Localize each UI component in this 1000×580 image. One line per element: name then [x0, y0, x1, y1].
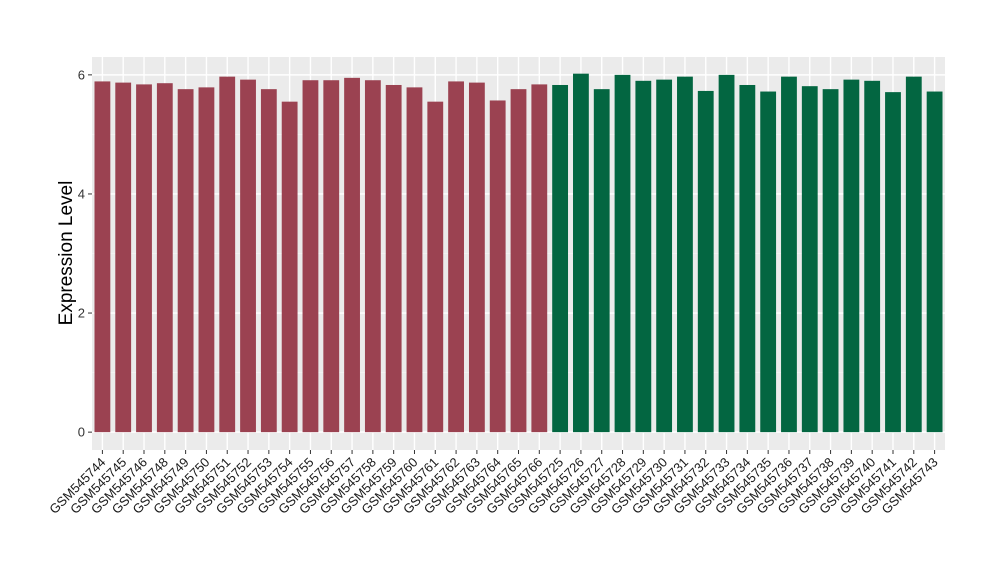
bar	[448, 81, 464, 433]
bar	[260, 89, 277, 433]
bar	[864, 80, 881, 433]
bar	[739, 84, 756, 433]
bar	[510, 89, 527, 433]
bar	[323, 80, 340, 433]
y-tick-label: 4	[78, 186, 85, 201]
bar	[885, 92, 901, 433]
y-tick-label: 6	[78, 67, 85, 82]
bar	[489, 100, 506, 433]
bar	[531, 84, 548, 433]
bar	[364, 80, 381, 433]
bar	[781, 76, 797, 433]
bar	[697, 90, 714, 433]
y-axis-title: Expression Level	[56, 181, 77, 326]
bar	[593, 89, 610, 433]
bar	[198, 87, 215, 433]
bar	[801, 86, 818, 433]
bar	[385, 84, 402, 433]
bar	[718, 74, 735, 433]
bar	[905, 76, 922, 433]
bar	[302, 80, 319, 433]
bar	[552, 84, 569, 433]
bar	[635, 80, 652, 433]
x-axis: GSM545744GSM545745GSM545746GSM545748GSM5…	[46, 450, 941, 517]
bar	[843, 79, 860, 433]
bar	[614, 74, 631, 433]
y-tick-label: 0	[78, 425, 85, 440]
bar	[219, 76, 236, 433]
bars	[94, 73, 943, 433]
bar	[760, 91, 777, 433]
bar	[281, 101, 298, 433]
bar	[926, 91, 943, 433]
bar	[156, 83, 173, 433]
y-tick-label: 2	[78, 306, 85, 321]
bar	[115, 82, 132, 433]
bar	[177, 89, 194, 433]
bar	[468, 82, 485, 433]
bar	[573, 73, 589, 433]
bar	[427, 101, 444, 433]
bar	[677, 76, 693, 433]
y-axis: 0 2 4 6	[78, 67, 92, 440]
bar	[656, 79, 673, 433]
bar	[406, 87, 423, 433]
bar	[94, 81, 111, 433]
bar	[136, 84, 152, 433]
bar	[822, 89, 839, 433]
bar	[344, 77, 360, 433]
bar	[240, 79, 256, 433]
